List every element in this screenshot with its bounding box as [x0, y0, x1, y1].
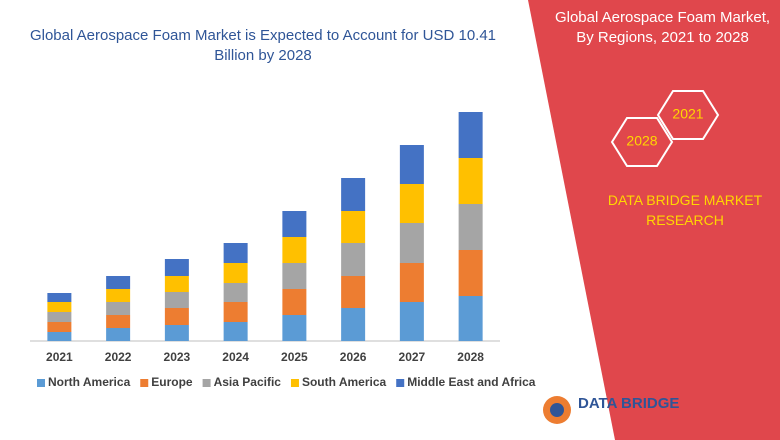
x-tick-label: 2024 [222, 350, 249, 364]
hexagon [610, 117, 674, 167]
bar-segment [341, 243, 366, 276]
bar-segment [223, 283, 248, 302]
bar-segment [106, 302, 131, 315]
bar-segment [106, 315, 131, 328]
hexagon-label: 2021 [672, 106, 703, 122]
x-tick-label: 2021 [46, 350, 73, 364]
chart-title: Global Aerospace Foam Market is Expected… [29, 27, 497, 64]
bar-segment [164, 259, 189, 276]
bar-segment [399, 302, 424, 341]
bar-segment [106, 289, 131, 302]
hexagon-label: 2028 [626, 133, 657, 149]
legend-swatch [140, 379, 149, 387]
bar-segment [223, 322, 248, 341]
panel-title: Global Aerospace Foam Market, By Regions… [554, 9, 771, 46]
bar-segment [458, 112, 483, 158]
bar-segment [223, 243, 248, 263]
bar-segment [106, 276, 131, 289]
bar-segment [458, 296, 483, 341]
bar-segment [341, 276, 366, 308]
bar-segment [106, 328, 131, 341]
logo-text: DATA BRIDGE [578, 395, 679, 412]
legend-label: North America [48, 375, 131, 389]
legend-label: Europe [151, 375, 193, 389]
hexagon [656, 90, 720, 140]
bar-segment [458, 158, 483, 204]
bar-segment [399, 145, 424, 184]
bar-segment [341, 178, 366, 211]
x-tick-label: 2022 [105, 350, 132, 364]
bar-segment [164, 308, 189, 325]
x-tick-label: 2023 [164, 350, 191, 364]
bar-segment [399, 263, 424, 302]
legend-label: Asia Pacific [214, 375, 282, 389]
bar-segment [223, 302, 248, 322]
bar-segment [282, 211, 307, 237]
bar-segment [282, 289, 307, 315]
bar-segment [47, 312, 72, 322]
bar-segment [458, 250, 483, 296]
legend-swatch [37, 379, 45, 387]
x-tick-label: 2027 [399, 350, 426, 364]
bar-segment [47, 332, 72, 341]
legend-swatch [202, 379, 211, 387]
bar-segment [341, 211, 366, 243]
bar-segment [399, 223, 424, 263]
bar-segment [223, 263, 248, 283]
bar-segment [164, 325, 189, 341]
brand-text: DATA BRIDGE MARKET RESEARCH [607, 192, 763, 228]
bar-segment [164, 292, 189, 308]
bar-segment [399, 184, 424, 223]
legend-label: South America [302, 375, 387, 389]
logo-icon [550, 403, 564, 417]
bar-segment [341, 308, 366, 341]
x-tick-label: 2026 [340, 350, 367, 364]
bar-segment [282, 315, 307, 341]
legend-swatch [396, 379, 405, 387]
bar-segment [47, 322, 72, 332]
x-tick-label: 2028 [457, 350, 484, 364]
x-tick-label: 2025 [281, 350, 308, 364]
bar-segment [282, 263, 307, 289]
bar-segment [282, 237, 307, 263]
legend-label: Middle East and Africa [407, 375, 536, 389]
side-panel [528, 0, 780, 440]
bar-segment [47, 302, 72, 312]
legend-swatch [290, 379, 299, 387]
bar-segment [458, 204, 483, 250]
bar-segment [47, 293, 72, 302]
bar-segment [164, 276, 189, 292]
